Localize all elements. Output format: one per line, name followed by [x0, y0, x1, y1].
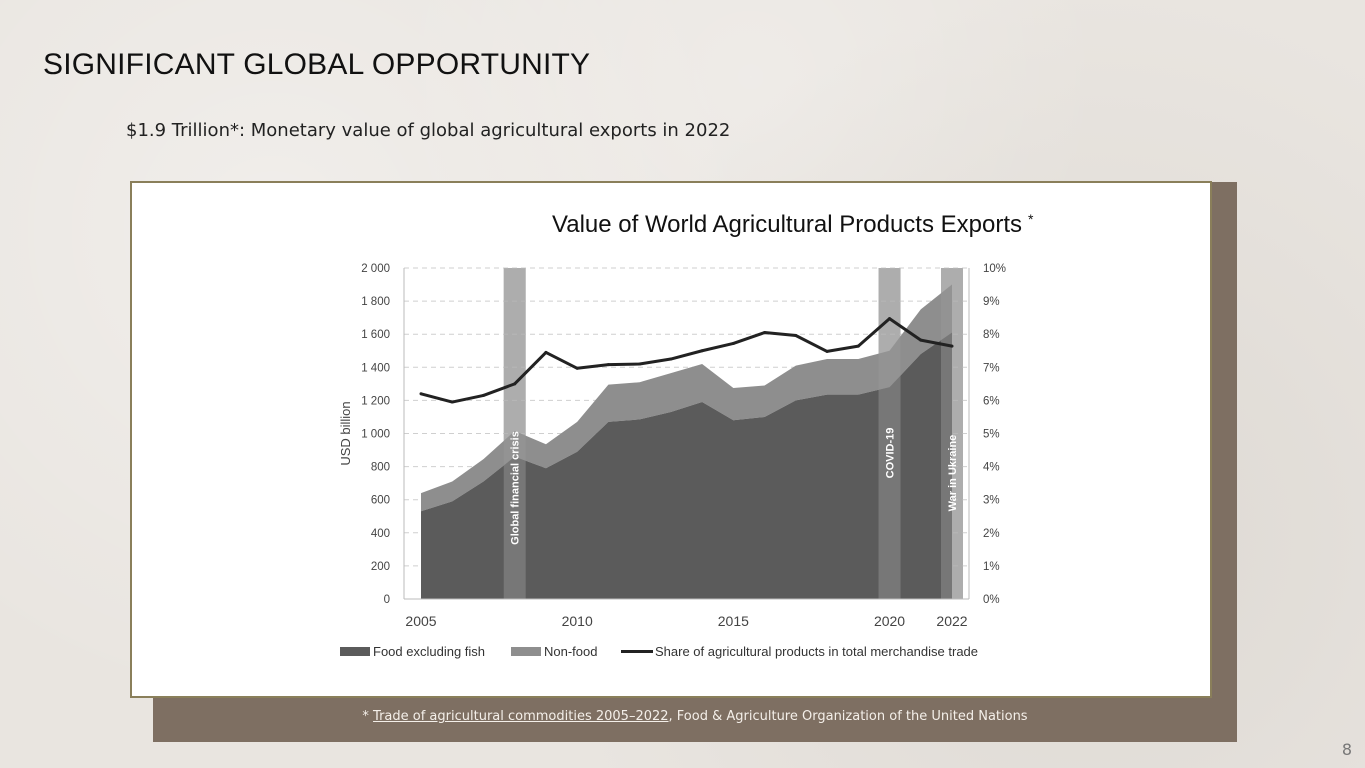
share-point [700, 349, 704, 353]
y-axis-title: USD billion [338, 401, 353, 465]
share-point [544, 350, 548, 354]
share-line [420, 317, 953, 404]
event-band-overlay-1 [878, 268, 901, 599]
y2-tick-label: 4% [983, 462, 1000, 474]
source-link[interactable]: Trade of agricultural commodities 2005–2… [373, 709, 669, 724]
y2-tick-label: 8% [983, 329, 1000, 341]
event-label-2: War in Ukraine [947, 435, 959, 512]
area-non-food [421, 284, 952, 512]
share-point [606, 363, 610, 367]
x-tick-label: 2005 [405, 613, 436, 629]
slide-subtitle: $1.9 Trillion*: Monetary value of global… [126, 120, 731, 141]
y2-tick-label: 0% [983, 594, 1000, 606]
y-tick-label: 1 000 [361, 429, 390, 441]
x-tick-label: 2022 [936, 613, 967, 629]
chart-card: Value of World Agricultural Products Exp… [130, 181, 1212, 698]
x-tick-label: 2010 [562, 613, 593, 629]
share-point [638, 362, 642, 366]
y2-tick-label: 2% [983, 528, 1000, 540]
source-note: * Trade of agricultural commodities 2005… [153, 709, 1237, 724]
y-tick-label: 2 000 [361, 263, 390, 275]
y2-tick-label: 3% [983, 495, 1000, 507]
y2-tick-label: 1% [983, 561, 1000, 573]
y2-tick-label: 10% [983, 263, 1006, 275]
share-point [419, 392, 423, 396]
legend-label-2: Share of agricultural products in total … [655, 644, 978, 659]
page-number: 8 [1341, 740, 1352, 759]
y2-tick-label: 7% [983, 362, 1000, 374]
event-band-overlay-0 [503, 268, 526, 599]
legend-swatch-1 [511, 647, 541, 656]
share-point [669, 357, 673, 361]
share-point [575, 366, 579, 370]
area-food-excluding-fish [421, 332, 952, 599]
share-point [825, 349, 829, 353]
y-tick-label: 1 600 [361, 329, 390, 341]
chart-title: Value of World Agricultural Products Exp… [552, 211, 1034, 238]
legend-swatch-0 [340, 647, 370, 656]
legend-label-1: Non-food [544, 644, 597, 659]
share-point [513, 382, 517, 386]
share-point [731, 341, 735, 345]
chart-title-mark: * [1028, 211, 1034, 227]
y-tick-label: 200 [371, 561, 390, 573]
y-tick-label: 1 400 [361, 362, 390, 374]
event-band-overlay-2 [941, 268, 963, 599]
share-point [856, 344, 860, 348]
event-label-1: COVID-19 [885, 428, 897, 479]
x-tick-label: 2020 [874, 613, 905, 629]
share-point [481, 393, 485, 397]
y2-tick-label: 6% [983, 395, 1000, 407]
source-suffix: , Food & Agriculture Organization of the… [668, 709, 1028, 724]
source-prefix: * [362, 709, 374, 724]
y2-tick-label: 9% [983, 296, 1000, 308]
x-tick-label: 2015 [718, 613, 749, 629]
y-tick-label: 0 [384, 594, 390, 606]
share-point [888, 317, 892, 321]
share-point [763, 331, 767, 335]
slide-title: SIGNIFICANT GLOBAL OPPORTUNITY [43, 48, 591, 81]
y2-tick-label: 5% [983, 429, 1000, 441]
legend-label-0: Food excluding fish [373, 644, 485, 659]
y-tick-label: 800 [371, 462, 390, 474]
event-label-0: Global financial crisis [510, 431, 522, 545]
y-tick-label: 600 [371, 495, 390, 507]
share-point [450, 400, 454, 404]
y-tick-label: 400 [371, 528, 390, 540]
exports-chart: Value of World Agricultural Products Exp… [338, 211, 1034, 659]
share-point [950, 344, 954, 348]
share-point [919, 338, 923, 342]
share-point [794, 334, 798, 338]
y-tick-label: 1 200 [361, 395, 390, 407]
y-tick-label: 1 800 [361, 296, 390, 308]
